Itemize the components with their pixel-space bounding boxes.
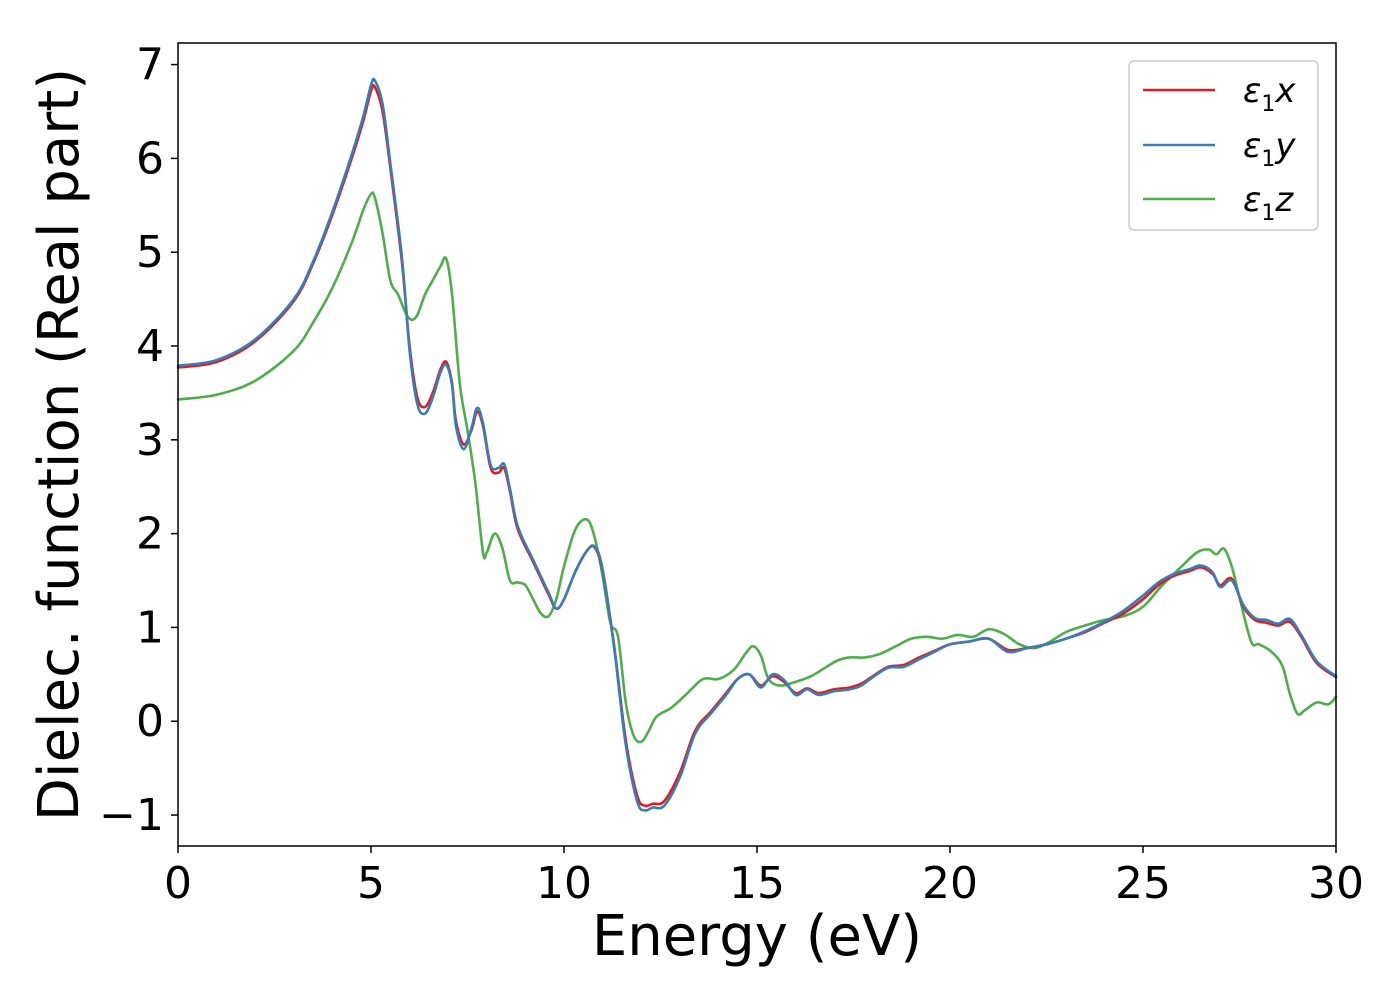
y-tick-label: −1	[99, 790, 164, 841]
legend-label-x: ε1x	[1243, 71, 1296, 117]
y-tick-label: 4	[136, 321, 164, 372]
legend-label-z: ε1z	[1243, 180, 1294, 226]
y-tick-label: 1	[136, 602, 164, 653]
y-tick-label: 7	[136, 40, 164, 91]
x-tick-label: 0	[164, 858, 192, 909]
y-tick-label: 0	[136, 696, 164, 747]
series-layer	[176, 77, 1338, 812]
legend: ε1x ε1y ε1z	[1128, 60, 1319, 231]
x-tick-label: 20	[922, 858, 978, 909]
y-tick-label: 5	[136, 227, 164, 278]
series-line-y	[176, 77, 1338, 812]
x-tick-label: 30	[1308, 858, 1364, 909]
legend-label-y: ε1y	[1243, 126, 1296, 172]
legend-box	[1128, 60, 1319, 231]
x-tick-label: 15	[729, 858, 785, 909]
legend-entries: ε1x ε1y ε1z	[1143, 71, 1296, 226]
x-tick-label: 10	[536, 858, 592, 909]
series-line-z	[176, 191, 1338, 744]
y-tick-label: 3	[136, 415, 164, 466]
x-axis-label: Energy (eV)	[592, 904, 922, 969]
y-tick-label: 6	[136, 133, 164, 184]
y-axis-ticks: −1 0 1 2 3 4 5 6 7	[99, 40, 178, 841]
y-tick-label: 2	[136, 509, 164, 560]
x-axis-ticks: 0 5 10 15 20 25 30	[164, 846, 1364, 909]
series-line-x	[176, 83, 1338, 808]
x-tick-label: 25	[1115, 858, 1171, 909]
y-axis-label: Dielec. function (Real part)	[27, 68, 92, 821]
x-tick-label: 5	[357, 858, 385, 909]
